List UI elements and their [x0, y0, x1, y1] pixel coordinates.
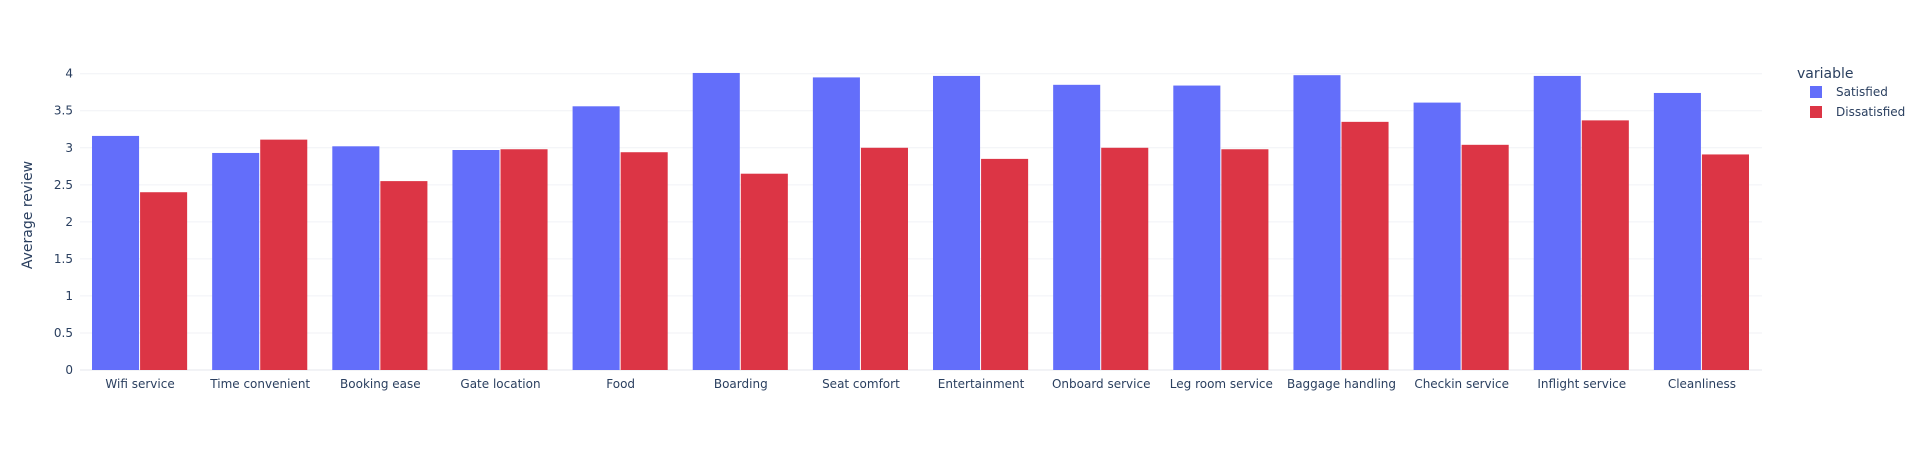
bar-satisfied — [92, 135, 140, 370]
bar-satisfied — [1293, 75, 1341, 371]
x-tick-label: Inflight service — [1537, 377, 1626, 391]
bar-dissatisfied — [260, 139, 308, 370]
legend-item-satisfied[interactable]: Satisfied — [1836, 85, 1888, 99]
x-axis: Wifi service Time convenient Booking ease G… — [105, 377, 1736, 391]
bar-satisfied — [1533, 75, 1581, 370]
x-tick-label: Booking ease — [340, 377, 421, 391]
x-tick-label: Food — [606, 377, 635, 391]
x-tick-label: Leg room service — [1170, 377, 1273, 391]
bar-satisfied — [933, 75, 981, 370]
bar-satisfied — [1173, 85, 1221, 371]
y-axis: 0 0.5 1 1.5 2 2.5 3 3.5 4 — [54, 67, 73, 377]
legend-swatch-dissatisfied — [1810, 106, 1822, 118]
bar-dissatisfied — [620, 152, 668, 370]
bar-dissatisfied — [1461, 144, 1509, 370]
bar-satisfied — [1053, 84, 1101, 370]
bar-dissatisfied — [380, 181, 428, 370]
y-tick-label: 2 — [65, 215, 73, 229]
legend-swatch-satisfied — [1810, 86, 1822, 98]
legend-item-dissatisfied[interactable]: Dissatisfied — [1836, 105, 1905, 119]
bar-dissatisfied — [1101, 147, 1149, 370]
bar-dissatisfied — [1581, 120, 1629, 371]
bar-dissatisfied — [1221, 149, 1269, 370]
y-tick-label: 1.5 — [54, 252, 73, 266]
bar-dissatisfied — [1701, 154, 1749, 370]
legend: variable Satisfied Dissatisfied — [1797, 66, 1905, 119]
bar-dissatisfied — [1341, 121, 1389, 370]
y-tick-label: 3 — [65, 141, 73, 155]
y-tick-label: 2.5 — [54, 178, 73, 192]
x-tick-label: Boarding — [714, 377, 768, 391]
y-tick-label: 0.5 — [54, 326, 73, 340]
y-tick-label: 0 — [65, 363, 73, 377]
x-tick-label: Seat comfort — [822, 377, 900, 391]
x-tick-label: Entertainment — [938, 377, 1025, 391]
y-axis-title: Average review — [20, 161, 36, 269]
x-tick-label: Baggage handling — [1287, 377, 1396, 391]
y-tick-label: 3.5 — [54, 104, 73, 118]
legend-title: variable — [1797, 66, 1853, 82]
bar-satisfied — [1653, 92, 1701, 371]
y-tick-label: 4 — [65, 67, 73, 81]
x-tick-label: Gate location — [460, 377, 540, 391]
bar-satisfied — [452, 150, 500, 370]
bar-dissatisfied — [500, 149, 548, 370]
bar-satisfied — [212, 152, 260, 370]
bar-dissatisfied — [140, 192, 188, 370]
x-tick-label: Time convenient — [209, 377, 310, 391]
y-tick-label: 1 — [65, 289, 73, 303]
x-tick-label: Onboard service — [1052, 377, 1151, 391]
bar-satisfied — [812, 77, 860, 370]
bar-satisfied — [1413, 102, 1461, 370]
bar-dissatisfied — [740, 173, 788, 370]
bars — [92, 72, 1749, 371]
x-tick-label: Wifi service — [105, 377, 174, 391]
bar-dissatisfied — [860, 147, 908, 370]
bar-dissatisfied — [981, 158, 1029, 370]
x-tick-label: Checkin service — [1414, 377, 1509, 391]
x-tick-label: Cleanliness — [1668, 377, 1736, 391]
bar-satisfied — [332, 146, 380, 370]
bar-satisfied — [572, 106, 620, 370]
bar-satisfied — [692, 72, 740, 371]
